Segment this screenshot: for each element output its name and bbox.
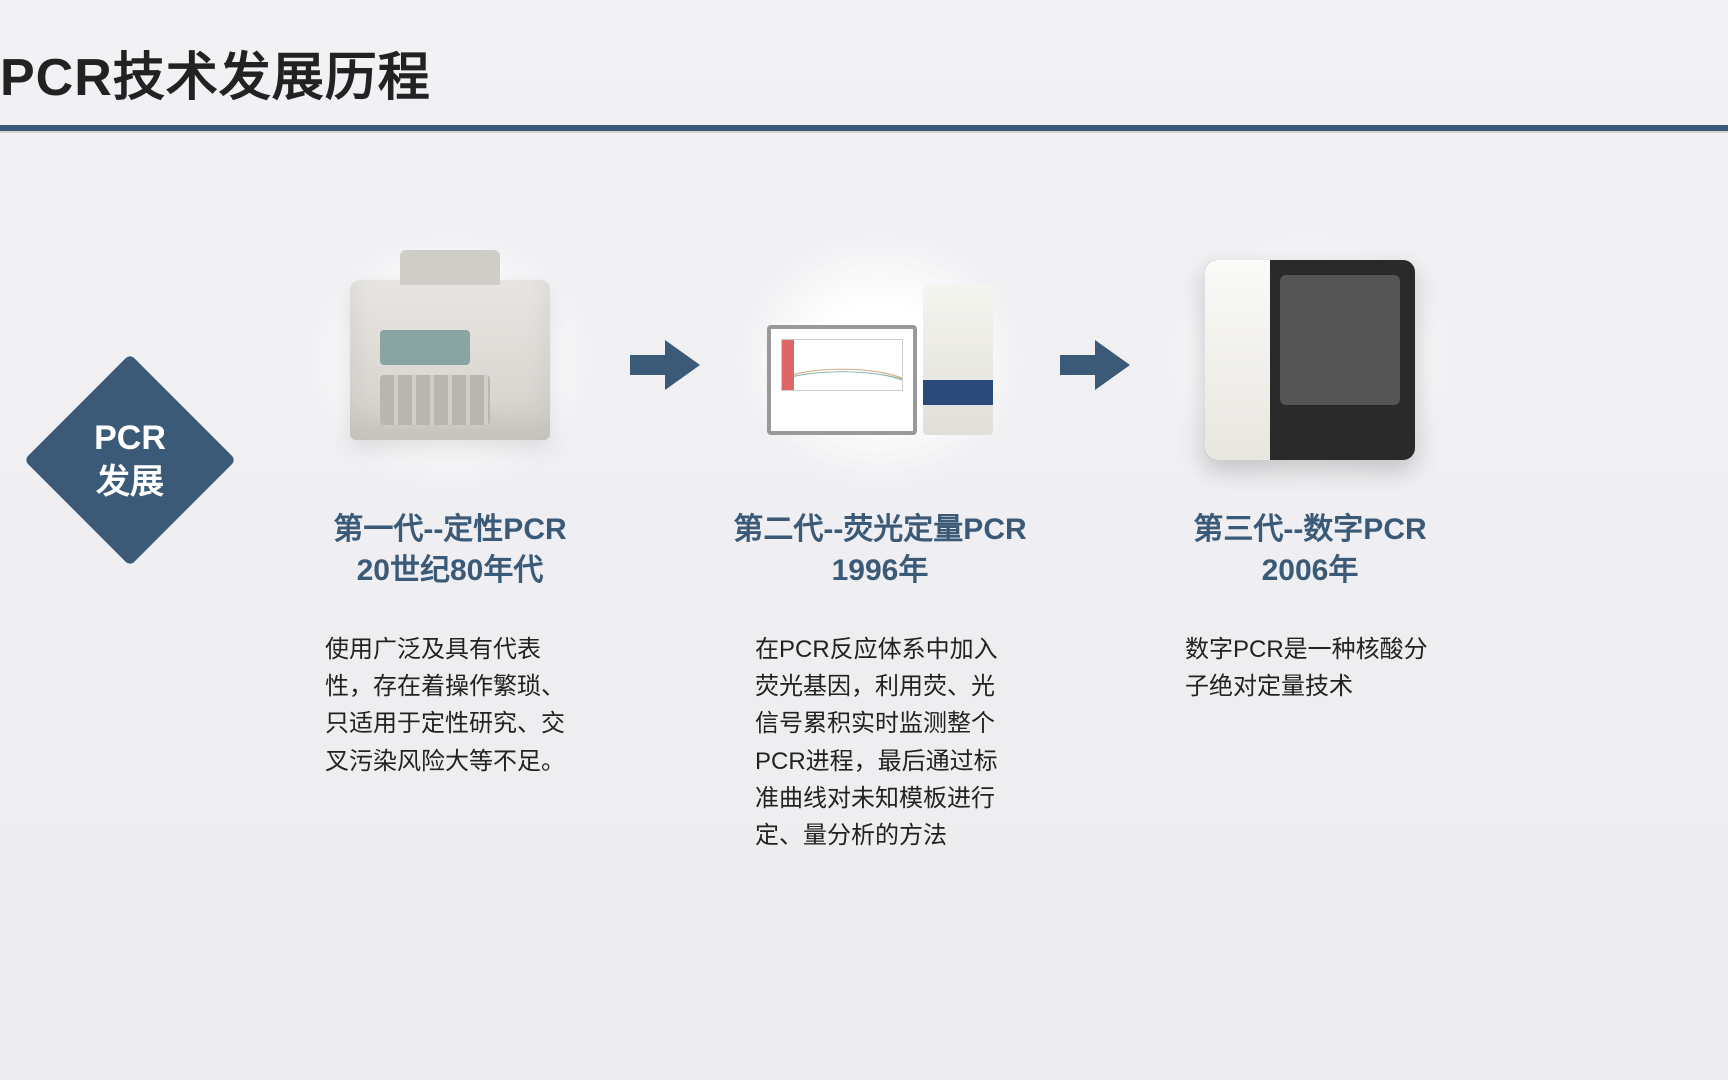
pcr-diamond-badge: PCR 发展 bbox=[30, 360, 230, 560]
pcr-machine-gen3-icon bbox=[1205, 260, 1415, 460]
stage-2: 第二代--荧光定量PCR 1996年 在PCR反应体系中加入荧光基因，利用荧、光… bbox=[700, 230, 1060, 854]
diamond-line1: PCR bbox=[94, 419, 166, 457]
page-title: PCR技术发展历程 bbox=[0, 35, 431, 110]
stage-1-title-line2: 20世纪80年代 bbox=[357, 554, 544, 587]
stage-1-desc: 使用广泛及具有代表性，存在着操作繁琐、只适用于定性研究、交叉污染风险大等不足。 bbox=[325, 631, 575, 780]
pcr-machine-gen1-icon bbox=[350, 280, 550, 440]
stage-1-title: 第一代--定性PCR 20世纪80年代 bbox=[333, 510, 566, 591]
device-3-image bbox=[1160, 230, 1460, 490]
stage-2-title-line2: 1996年 bbox=[832, 554, 929, 587]
stage-3-title-line1: 第三代--数字PCR bbox=[1193, 513, 1426, 546]
header-divider bbox=[0, 125, 1728, 131]
pcr-machine-gen2-icon bbox=[767, 285, 993, 435]
stage-3-desc: 数字PCR是一种核酸分子绝对定量技术 bbox=[1185, 631, 1435, 705]
stage-1-title-line1: 第一代--定性PCR bbox=[333, 513, 566, 546]
stage-2-title-line1: 第二代--荧光定量PCR bbox=[733, 513, 1026, 546]
stage-2-desc: 在PCR反应体系中加入荧光基因，利用荧、光信号累积实时监测整个PCR进程，最后通… bbox=[755, 631, 1005, 854]
stage-3-title: 第三代--数字PCR 2006年 bbox=[1193, 510, 1426, 591]
stage-1: 第一代--定性PCR 20世纪80年代 使用广泛及具有代表性，存在着操作繁琐、只… bbox=[270, 230, 630, 780]
arrow-right-icon bbox=[1060, 340, 1130, 390]
stage-2-title: 第二代--荧光定量PCR 1996年 bbox=[733, 510, 1026, 591]
device-1-image bbox=[300, 230, 600, 490]
stage-3-title-line2: 2006年 bbox=[1262, 554, 1359, 587]
diamond-line2: 发展 bbox=[96, 463, 164, 501]
device-2-image bbox=[730, 230, 1030, 490]
diamond-label: PCR 发展 bbox=[94, 416, 166, 504]
stages-row: 第一代--定性PCR 20世纪80年代 使用广泛及具有代表性，存在着操作繁琐、只… bbox=[270, 230, 1490, 854]
arrow-right-icon bbox=[630, 340, 700, 390]
stage-3: 第三代--数字PCR 2006年 数字PCR是一种核酸分子绝对定量技术 bbox=[1130, 230, 1490, 705]
content-area: PCR 发展 第一代--定性PCR 20世纪80年代 使用广泛及具有代表性，存在… bbox=[0, 230, 1728, 854]
